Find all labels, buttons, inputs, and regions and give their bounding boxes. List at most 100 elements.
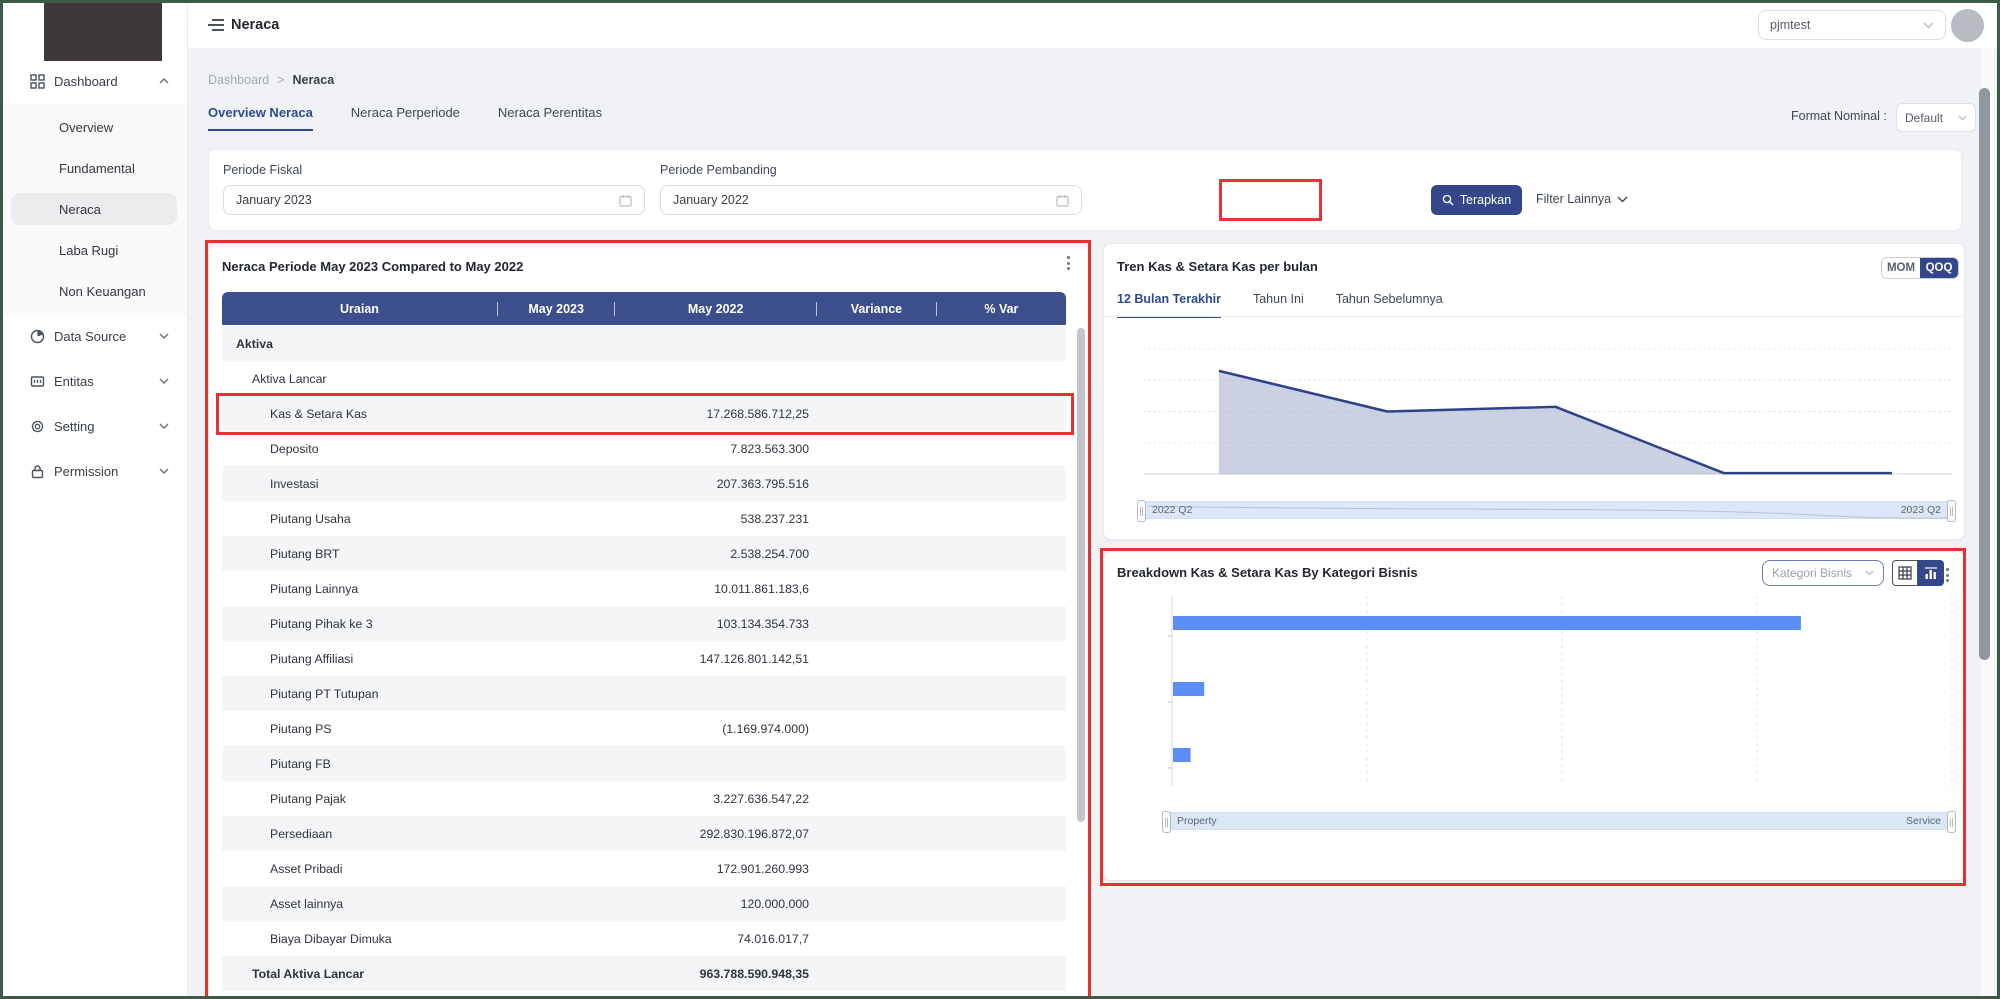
chevron-down-icon xyxy=(159,423,169,429)
top-header-bar xyxy=(188,3,1997,49)
mom-qoq-toggle: MOM QOQ xyxy=(1881,257,1959,279)
table-row-piutang-brt[interactable]: Piutang BRT2.538.254.700 xyxy=(222,536,1066,571)
apply-button[interactable]: Terapkan xyxy=(1431,185,1522,215)
bar-chart-icon xyxy=(1924,566,1938,580)
table-row-total-aktiva-lancar[interactable]: Total Aktiva Lancar963.788.590.948,35 xyxy=(222,956,1066,991)
sidebar-item-label: Permission xyxy=(54,464,118,479)
table-row-kas-setara-kas[interactable]: Kas & Setara Kas17.268.586.712,25 xyxy=(222,396,1066,431)
sidebar-item-data-source[interactable]: Data Source xyxy=(3,319,187,353)
column-header[interactable]: May 2022 xyxy=(615,302,817,316)
sidebar-item-dashboard[interactable]: Dashboard xyxy=(3,64,187,98)
table-grid-icon xyxy=(1898,566,1912,580)
toggle-qoq[interactable]: QOQ xyxy=(1920,258,1958,278)
slider-start-label: Property xyxy=(1177,815,1217,827)
balance-table-panel: Neraca Periode May 2023 Compared to May … xyxy=(208,243,1090,999)
sidebar-item-entitas[interactable]: Entitas xyxy=(3,364,187,398)
chevron-down-icon xyxy=(159,333,169,339)
slider-left-handle[interactable] xyxy=(1162,811,1171,833)
sidebar-item-permission[interactable]: Permission xyxy=(3,454,187,488)
tab-tahun-sebelumnya[interactable]: Tahun Sebelumnya xyxy=(1336,292,1443,318)
row-label: Piutang Affiliasi xyxy=(270,652,353,666)
tab-neraca-perperiode[interactable]: Neraca Perperiode xyxy=(351,105,460,131)
slider-start-label: 2022 Q2 xyxy=(1152,504,1192,516)
tab-overview-neraca[interactable]: Overview Neraca xyxy=(208,105,313,131)
table-row-piutang-pihak-ke-3[interactable]: Piutang Pihak ke 3103.134.354.733 xyxy=(222,606,1066,641)
row-value: 7.823.563.300 xyxy=(730,442,809,456)
row-value: 207.363.795.516 xyxy=(717,477,809,491)
table-row-biaya-dibayar-dimuka[interactable]: Biaya Dibayar Dimuka74.016.017,7 xyxy=(222,921,1066,956)
avatar[interactable] xyxy=(1951,9,1984,42)
column-header[interactable]: Uraian xyxy=(222,302,498,316)
tab-12-bulan-terakhir[interactable]: 12 Bulan Terakhir xyxy=(1117,292,1221,318)
sidebar-item-setting[interactable]: Setting xyxy=(3,409,187,443)
page-scrollbar-thumb[interactable] xyxy=(1979,88,1990,660)
breakdown-range-slider[interactable]: Property Service xyxy=(1164,812,1954,830)
format-nominal-dropdown[interactable]: Default xyxy=(1896,103,1976,132)
column-header[interactable]: May 2023 xyxy=(498,302,615,316)
toggle-mom[interactable]: MOM xyxy=(1882,258,1920,278)
page-scrollbar-track[interactable] xyxy=(1981,48,1994,996)
table-row-piutang-pajak[interactable]: Piutang Pajak3.227.636.547,22 xyxy=(222,781,1066,816)
table-row-deposito[interactable]: Deposito7.823.563.300 xyxy=(222,431,1066,466)
apply-button-label: Terapkan xyxy=(1460,193,1511,207)
periode-pembanding-input[interactable]: January 2022 xyxy=(660,185,1082,215)
row-label: Persediaan xyxy=(270,827,332,841)
tab-neraca-perentitas[interactable]: Neraca Perentitas xyxy=(498,105,602,131)
sidebar-item-label: Data Source xyxy=(54,329,126,344)
format-nominal-label: Format Nominal : xyxy=(1791,109,1887,123)
trend-range-slider[interactable]: 2022 Q2 2023 Q2 xyxy=(1139,501,1954,519)
column-header[interactable]: % Var xyxy=(937,302,1066,316)
user-dropdown[interactable]: pjmtest xyxy=(1758,10,1946,40)
sidebar-item-non-keuangan[interactable]: Non Keuangan xyxy=(11,275,177,307)
column-header[interactable]: Variance xyxy=(817,302,937,316)
table-header-row: Uraian May 2023 May 2022 Variance % Var xyxy=(222,292,1066,325)
sidebar-item-laba-rugi[interactable]: Laba Rugi xyxy=(11,234,177,266)
table-row-asset-pribadi[interactable]: Asset Pribadi172.901.260.993 xyxy=(222,851,1066,886)
table-row-piutang-usaha[interactable]: Piutang Usaha538.237.231 xyxy=(222,501,1066,536)
table-row-persediaan[interactable]: Persediaan292.830.196.872,07 xyxy=(222,816,1066,851)
more-filters-toggle[interactable]: Filter Lainnya xyxy=(1536,192,1628,206)
row-label: Piutang BRT xyxy=(270,547,340,561)
sidebar-submenu: Overview Fundamental Neraca Laba Rugi Non Ke… xyxy=(3,103,187,315)
table-scrollbar[interactable] xyxy=(1077,328,1085,822)
tab-tahun-ini[interactable]: Tahun Ini xyxy=(1253,292,1304,318)
trend-tabs: 12 Bulan Terakhir Tahun Ini Tahun Sebelu… xyxy=(1117,292,1443,318)
table-view-button[interactable] xyxy=(1892,560,1918,586)
tabs-divider xyxy=(1104,316,1964,317)
table-row-aktiva[interactable]: Aktiva xyxy=(222,326,1066,361)
kategori-bisnis-dropdown[interactable]: Kategori Bisnis xyxy=(1762,560,1884,586)
trend-panel-title: Tren Kas & Setara Kas per bulan xyxy=(1117,259,1318,274)
table-row-piutang-fb[interactable]: Piutang FB xyxy=(222,746,1066,781)
row-value: 10.011.861.183,6 xyxy=(714,582,809,596)
row-label: Piutang PT Tutupan xyxy=(270,687,378,701)
table-row-piutang-pt-tutupan[interactable]: Piutang PT Tutupan xyxy=(222,676,1066,711)
row-label: Aktiva Lancar xyxy=(252,372,327,386)
sidebar-item-label: Dashboard xyxy=(54,74,118,89)
entity-card-icon xyxy=(29,373,45,389)
row-value: 103.134.354.733 xyxy=(717,617,809,631)
sidebar-item-neraca[interactable]: Neraca xyxy=(11,193,177,225)
slider-right-handle[interactable] xyxy=(1947,500,1956,522)
sidebar-item-overview[interactable]: Overview xyxy=(11,111,177,143)
periode-fiskal-input[interactable]: January 2023 xyxy=(223,185,645,215)
breadcrumb-parent[interactable]: Dashboard xyxy=(208,73,269,87)
panel-menu-icon[interactable] xyxy=(1061,256,1075,270)
slider-left-handle[interactable] xyxy=(1137,500,1146,522)
app-window: Dashboard Overview Fundamental Neraca Laba … xyxy=(0,0,2000,999)
table-row-asset-lainnya[interactable]: Asset lainnya120.000.000 xyxy=(222,886,1066,921)
table-row-aktiva-lancar[interactable]: Aktiva Lancar xyxy=(222,361,1066,396)
slider-right-handle[interactable] xyxy=(1947,811,1956,833)
panel-menu-icon[interactable] xyxy=(1940,568,1954,582)
balance-table-body: Aktiva Aktiva Lancar Kas & Setara Kas17.26… xyxy=(222,326,1066,991)
table-row-piutang-lainnya[interactable]: Piutang Lainnya10.011.861.183,6 xyxy=(222,571,1066,606)
dashboard-grid-icon xyxy=(29,73,45,89)
row-value: 17.268.586.712,25 xyxy=(706,407,809,421)
table-row-piutang-affiliasi[interactable]: Piutang Affiliasi147.126.801.142,51 xyxy=(222,641,1066,676)
table-row-piutang-ps[interactable]: Piutang PS(1.169.974.000) xyxy=(222,711,1066,746)
chevron-up-icon xyxy=(159,78,169,84)
breadcrumb-separator: > xyxy=(277,73,284,87)
table-row-investasi[interactable]: Investasi207.363.795.516 xyxy=(222,466,1066,501)
pie-chart-icon xyxy=(29,328,45,344)
sidebar-item-fundamental[interactable]: Fundamental xyxy=(11,152,177,184)
menu-collapse-icon[interactable] xyxy=(208,18,224,32)
